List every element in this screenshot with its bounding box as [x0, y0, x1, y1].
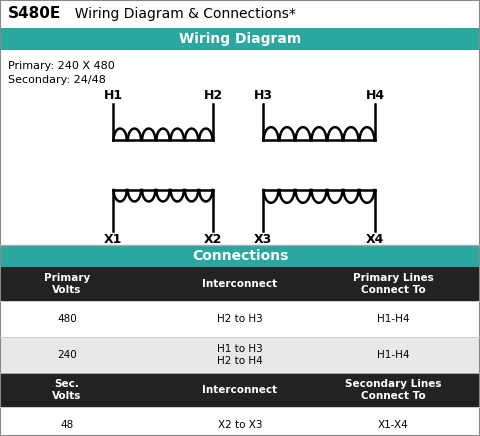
Text: X2 to X3: X2 to X3	[218, 420, 262, 430]
Bar	[0, 267, 480, 301]
Text: X1: X1	[104, 233, 122, 246]
Bar	[0, 301, 480, 337]
Text: Secondary: 24/48: Secondary: 24/48	[8, 75, 106, 85]
Text: Interconnect: Interconnect	[203, 279, 277, 289]
Text: Primary Lines
Connect To: Primary Lines Connect To	[353, 273, 433, 295]
Text: Primary: 240 X 480: Primary: 240 X 480	[8, 61, 115, 71]
Text: H1-H4: H1-H4	[377, 350, 409, 360]
Bar	[0, 337, 480, 373]
Text: H2 to H3: H2 to H3	[217, 314, 263, 324]
Bar	[0, 407, 480, 436]
Text: Secondary Lines
Connect To: Secondary Lines Connect To	[345, 379, 441, 401]
Text: X3: X3	[254, 233, 272, 246]
Text: H1: H1	[103, 89, 122, 102]
Text: X1-X4: X1-X4	[378, 420, 408, 430]
Text: Interconnect: Interconnect	[203, 385, 277, 395]
Bar	[0, 28, 480, 50]
Text: Wiring Diagram: Wiring Diagram	[179, 32, 301, 46]
Bar	[0, 0, 480, 28]
Bar	[0, 373, 480, 407]
Text: H1 to H3
H2 to H4: H1 to H3 H2 to H4	[217, 344, 263, 366]
Text: H3: H3	[253, 89, 273, 102]
Text: 480: 480	[57, 314, 77, 324]
Text: 48: 48	[60, 420, 73, 430]
Text: 240: 240	[57, 350, 77, 360]
Text: Primary
Volts: Primary Volts	[44, 273, 90, 295]
Text: S480E: S480E	[8, 7, 61, 21]
Bar	[0, 50, 480, 245]
Text: X4: X4	[366, 233, 384, 246]
Text: Connections: Connections	[192, 249, 288, 263]
Text: Sec.
Volts: Sec. Volts	[52, 379, 82, 401]
Text: H2: H2	[204, 89, 223, 102]
Text: H1-H4: H1-H4	[377, 314, 409, 324]
Text: Wiring Diagram & Connections*: Wiring Diagram & Connections*	[66, 7, 296, 21]
Text: H4: H4	[365, 89, 384, 102]
Text: X2: X2	[204, 233, 222, 246]
Bar	[0, 245, 480, 267]
